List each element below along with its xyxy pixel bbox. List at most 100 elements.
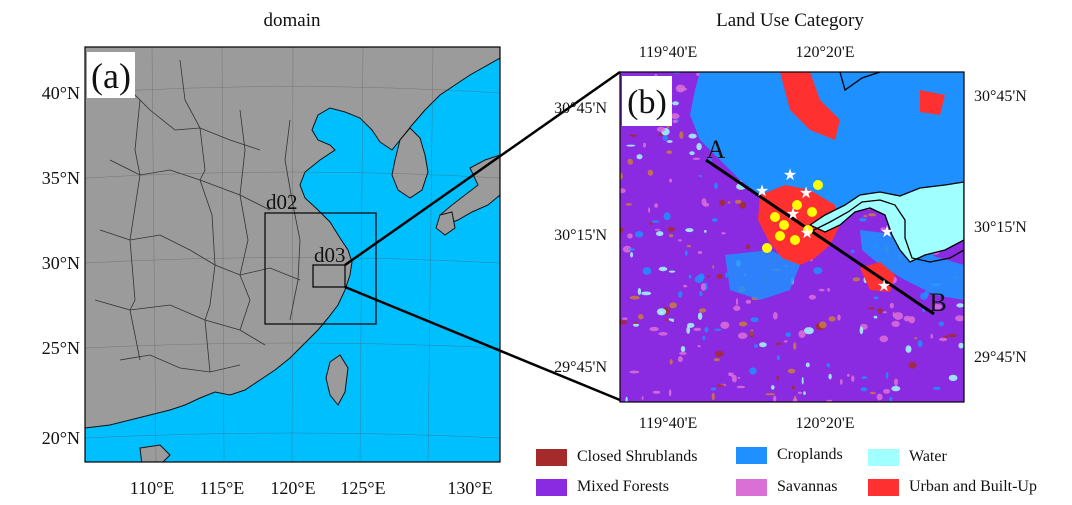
transect-start-label: A [707,135,726,164]
landuse-speck [697,312,703,320]
landuse-speck [870,391,876,395]
landuse-speck [672,119,678,124]
lon-tick-label: 120°E [270,478,315,498]
landuse-speck [620,320,628,325]
bottom-lon-tick: 119°40'E [639,415,697,432]
landuse-speck [939,337,948,342]
landuse-speck [642,267,652,275]
landuse-speck [697,251,703,254]
landuse-speck [684,250,688,256]
urban-patch [780,72,840,140]
coastline [809,199,964,263]
landuse-speck [933,386,941,390]
legend-swatch [536,478,567,496]
star-marker: ★ [877,276,891,295]
landuse-speck [698,273,705,281]
landuse-speck [668,318,673,321]
legend-item-closed-shrublands: Closed Shrublands [536,448,697,466]
bottom-lon-tick: 120°20'E [795,415,854,432]
landuse-speck [716,384,725,387]
landuse-speck [894,378,898,386]
landuse-speck [658,266,668,272]
landuse-speck [876,393,883,401]
landuse-speck [826,363,831,368]
landuse-speck [828,373,832,380]
landuse-speck [668,389,672,397]
legend-label: Savannas [777,478,838,495]
landuse-speck [891,320,900,327]
star-marker: ★ [755,181,769,200]
landuse-speck [932,304,943,310]
left-lat-tick: 30°15'N [554,227,607,244]
japan-islands [439,154,500,226]
urban-core [758,185,840,265]
panel-a-label: (a) [91,56,131,96]
landuse-speck [713,358,720,362]
landuse-speck [672,101,679,106]
landuse-speck [793,342,797,350]
landuse-speck [736,385,746,389]
urban-patch [920,90,945,115]
landuse-speck [680,346,686,353]
landuse-speck [725,272,728,278]
landuse-speck [798,330,806,338]
panel-a-lat-ticks: 40°N 35°N 30°N 25°N 20°N [42,83,80,448]
landuse-speck [730,372,734,378]
legend-swatch [536,448,567,466]
landuse-speck [889,396,893,402]
landuse-speck [847,373,850,377]
landuse-speck [731,374,737,383]
landuse-speck [666,150,673,154]
lat-tick-label: 30°N [42,253,80,273]
landuse-speck [892,311,895,318]
croplands-patch [860,230,964,300]
landuse-speck [656,231,664,237]
landuse-speck [696,143,702,151]
landuse-speck [697,345,701,348]
star-marker: ★ [786,204,800,223]
landuse-speck [827,287,830,292]
landuse-speck [648,207,651,213]
landuse-speck [667,226,675,232]
landuse-speck [873,315,878,319]
landuse-speck [905,345,912,353]
taiwan [325,354,349,406]
lon-tick-label: 115°E [200,478,245,498]
legend-label: Croplands [777,446,843,463]
top-lon-tick: 120°20'E [795,44,854,61]
panel-a-title: domain [264,10,321,31]
landuse-speck [685,228,694,233]
landuse-speck [627,158,633,165]
legend-item-mixed-forests: Mixed Forests [536,478,669,496]
landuse-speck [714,350,724,357]
landuse-speck [882,311,887,314]
landuse-speck [620,227,624,233]
landuse-speck [641,396,644,400]
landuse-speck [880,227,887,230]
panel-b-label-bg [622,76,672,126]
landuse-speck [677,356,683,363]
landuse-speck [710,387,717,391]
landuse-speck [668,270,676,273]
panel-a-label-bg [87,52,135,98]
landuse-speck [958,342,964,349]
landuse-speck [699,291,703,297]
landuse-speck [716,273,723,279]
landuse-speck [735,298,739,306]
legend-item-savannas: Savannas [736,478,837,496]
landuse-speck [719,199,726,206]
landuse-speck [955,315,964,322]
landuse-speck [669,302,677,309]
landuse-speck [714,328,722,331]
landuse-speck [638,314,644,320]
landuse-speck [704,327,709,333]
landuse-speck [649,222,653,225]
landuse-speck [620,188,626,193]
left-lat-tick: 30°45'N [554,100,607,117]
landuse-speck [630,252,634,258]
landuse-speck [773,395,777,402]
landuse-speck [727,201,731,204]
landuse-speck [711,392,715,401]
landuse-speck [654,203,658,208]
lat-tick-label: 35°N [42,168,80,188]
